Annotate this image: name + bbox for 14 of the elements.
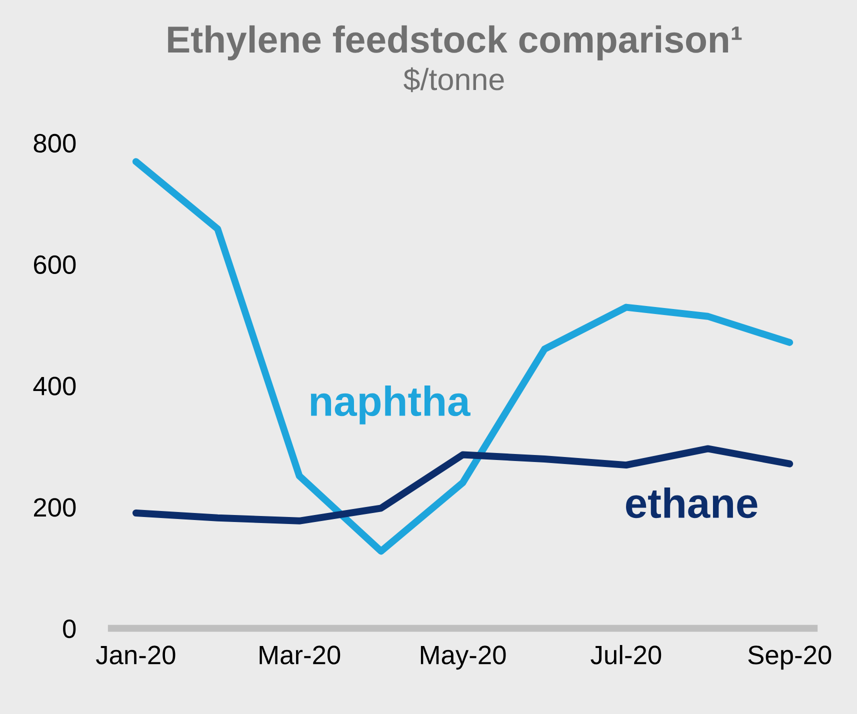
series-label: naphtha	[310, 386, 470, 424]
y-tick-label: 400	[33, 376, 76, 396]
series-label: ethane	[626, 488, 758, 518]
x-tick-label: Sep-20	[748, 646, 832, 670]
x-tick-label: Jul-20	[590, 644, 662, 664]
y-tick-label: 0	[63, 619, 76, 638]
x-tick-label: Mar-20	[260, 646, 340, 664]
y-tick-label: 200	[34, 498, 76, 517]
y-tick-label: 600	[34, 255, 76, 274]
chart-title: Ethylene feedstock comparison¹	[168, 25, 742, 60]
chart-subtitle: $/tonne	[404, 67, 504, 92]
x-tick-label: May-20	[420, 646, 506, 670]
x-tick-label: Jan-20	[96, 646, 176, 664]
y-tick-label: 800	[34, 134, 76, 153]
